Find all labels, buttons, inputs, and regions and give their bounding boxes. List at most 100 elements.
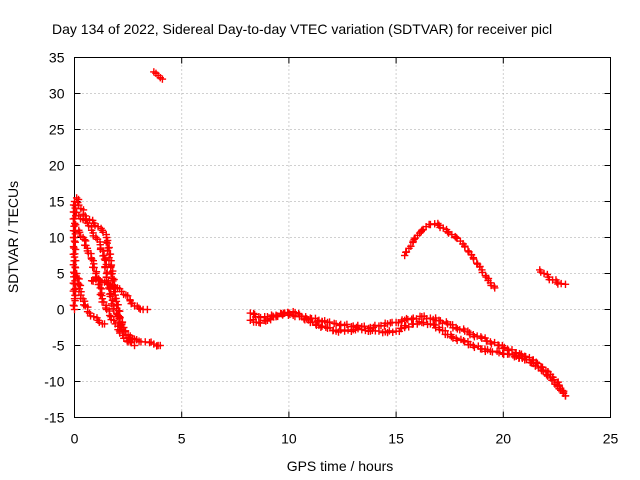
- data-point: [71, 245, 80, 254]
- data-point: [561, 280, 570, 288]
- data-point: [487, 340, 496, 348]
- chart-title: Day 134 of 2022, Sidereal Day-to-day VTE…: [52, 21, 552, 37]
- data-point: [294, 309, 303, 318]
- y-tick-label: 0: [57, 302, 65, 318]
- data-point: [106, 292, 114, 301]
- data-point: [158, 75, 167, 83]
- series-arc-9: [400, 219, 499, 292]
- axis-ticks: 0 5 10 15 20 25 35 30 25 20 15 10 5 0 -5 -10 -15: [44, 50, 618, 447]
- y-tick-label: -15: [44, 410, 64, 426]
- y-tick-label: 25: [49, 122, 65, 138]
- data-point: [469, 255, 478, 263]
- data-point: [75, 228, 84, 236]
- data-point: [71, 238, 80, 246]
- data-point: [407, 242, 415, 250]
- data-point: [69, 287, 78, 295]
- data-point: [266, 315, 275, 324]
- x-tick-label: 5: [178, 431, 186, 447]
- data-point: [105, 311, 114, 320]
- grid: [74, 57, 611, 418]
- data-point: [291, 308, 299, 317]
- data-point: [100, 255, 109, 263]
- data-point: [318, 322, 326, 330]
- data-point: [483, 337, 491, 345]
- data-point: [478, 268, 487, 277]
- data-point: [409, 314, 417, 322]
- data-point: [70, 269, 79, 278]
- data-point: [426, 220, 435, 229]
- data-point: [561, 392, 570, 400]
- data-point: [410, 235, 418, 243]
- data-point: [473, 332, 481, 340]
- data-point: [343, 320, 351, 329]
- data-point: [84, 222, 93, 230]
- data-point: [443, 320, 452, 328]
- y-tick-label: -5: [52, 338, 65, 354]
- y-tick-label: 10: [49, 230, 65, 246]
- data-point: [459, 336, 468, 345]
- data-point: [383, 320, 392, 328]
- data-point: [325, 318, 334, 326]
- data-point: [456, 326, 464, 334]
- x-tick-label: 25: [603, 431, 619, 447]
- data-point: [124, 292, 132, 300]
- data-point: [70, 237, 79, 245]
- data-point: [389, 328, 397, 336]
- data-point: [70, 257, 78, 265]
- data-points: [69, 68, 570, 400]
- data-point: [71, 204, 79, 212]
- x-axis-label: GPS time / hours: [287, 458, 394, 474]
- data-point: [522, 355, 531, 364]
- y-tick-label: -10: [44, 374, 64, 390]
- data-point: [435, 325, 444, 334]
- data-point: [85, 309, 94, 317]
- y-axis-label: SDTVAR / TECUs: [5, 181, 21, 293]
- x-tick-label: 20: [496, 431, 512, 447]
- data-point: [90, 313, 98, 321]
- data-point: [69, 250, 78, 258]
- data-point: [118, 331, 127, 340]
- data-point: [70, 197, 79, 206]
- data-point: [90, 263, 98, 272]
- data-point: [466, 340, 474, 349]
- data-point: [124, 338, 132, 346]
- data-point: [491, 284, 499, 292]
- data-point: [557, 279, 565, 288]
- data-point: [76, 281, 85, 290]
- series-arc-7: [246, 308, 570, 400]
- data-point: [110, 305, 118, 313]
- data-point: [274, 312, 282, 321]
- data-point: [340, 327, 349, 335]
- y-tick-label: 5: [57, 266, 65, 282]
- data-point: [470, 343, 479, 352]
- data-point: [401, 321, 410, 330]
- data-point: [354, 324, 362, 333]
- series-arc-6: [150, 68, 167, 83]
- data-point: [540, 269, 548, 278]
- x-tick-label: 10: [281, 431, 297, 447]
- data-point: [69, 215, 78, 223]
- data-point: [508, 346, 516, 354]
- y-tick-label: 20: [49, 158, 65, 174]
- data-point: [102, 238, 110, 246]
- data-point: [70, 305, 79, 314]
- data-point: [473, 259, 481, 267]
- data-point: [430, 321, 439, 329]
- series-arc-5: [87, 275, 152, 314]
- data-point: [548, 376, 556, 385]
- data-point: [141, 338, 149, 346]
- data-point: [495, 349, 503, 357]
- data-point: [539, 367, 548, 375]
- data-point: [419, 225, 427, 234]
- data-point: [461, 243, 469, 251]
- data-point: [156, 341, 164, 350]
- series-arc-10: [536, 266, 570, 288]
- data-point: [123, 337, 131, 345]
- series-arc-8: [246, 307, 570, 400]
- data-point: [71, 296, 79, 305]
- series-arc-11: [69, 197, 80, 314]
- data-point: [419, 319, 428, 327]
- data-point: [71, 264, 80, 272]
- data-point: [100, 320, 109, 328]
